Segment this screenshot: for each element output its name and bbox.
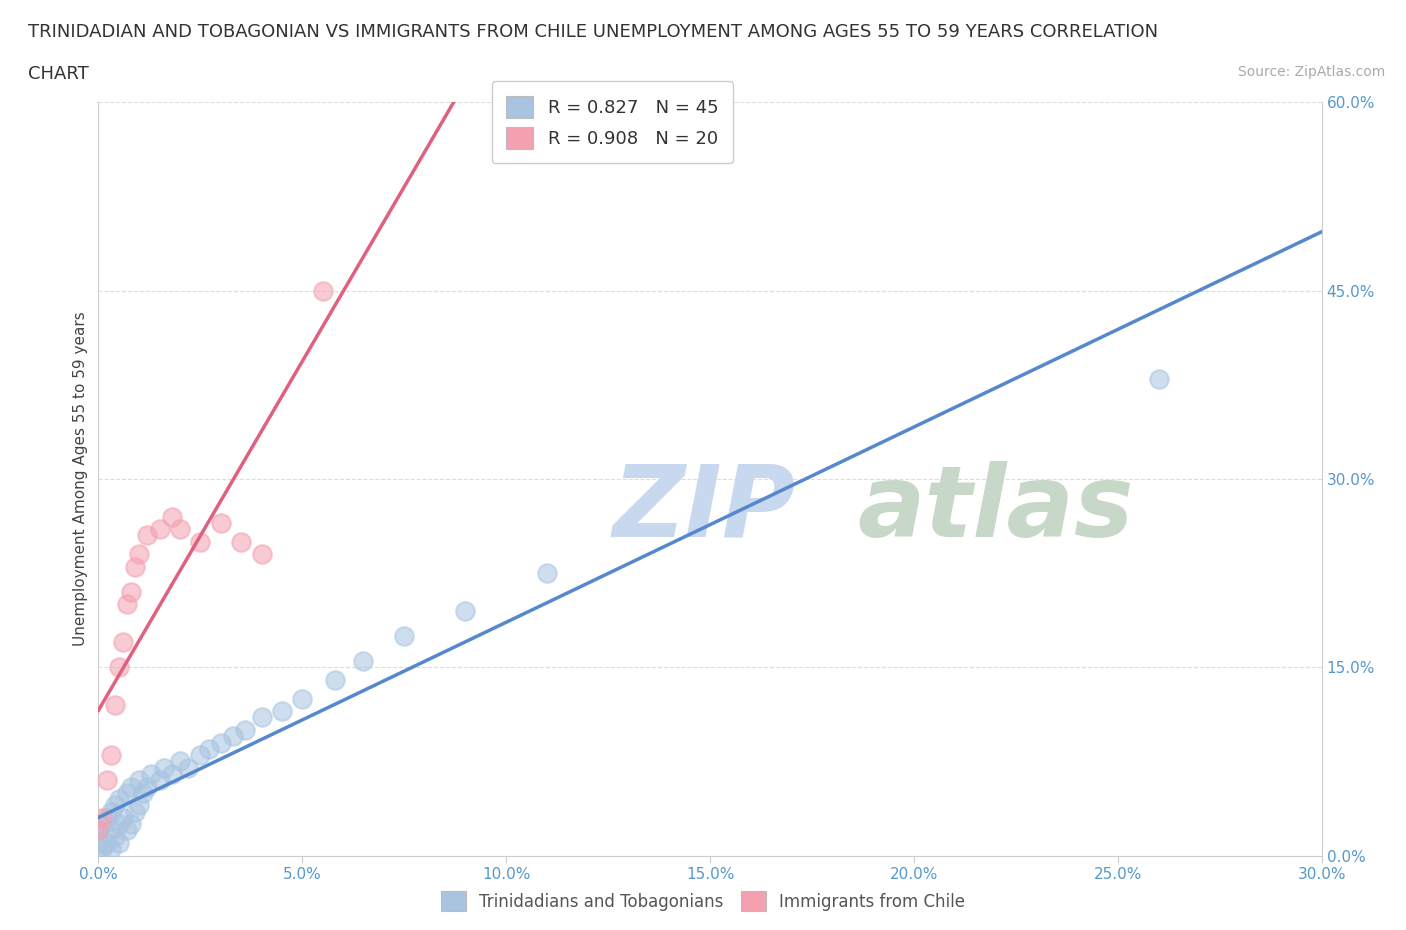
Text: atlas: atlas <box>856 460 1133 558</box>
Text: TRINIDADIAN AND TOBAGONIAN VS IMMIGRANTS FROM CHILE UNEMPLOYMENT AMONG AGES 55 T: TRINIDADIAN AND TOBAGONIAN VS IMMIGRANTS… <box>28 23 1159 41</box>
Point <box>536 565 558 580</box>
Point <box>120 779 142 794</box>
Point <box>104 798 127 813</box>
Point <box>111 811 134 826</box>
Point <box>104 698 127 712</box>
Point <box>100 804 122 819</box>
Point <box>250 711 273 725</box>
Point <box>323 672 346 687</box>
Point <box>91 842 114 857</box>
Point <box>250 547 273 562</box>
Point <box>87 836 110 851</box>
Y-axis label: Unemployment Among Ages 55 to 59 years: Unemployment Among Ages 55 to 59 years <box>73 312 89 646</box>
Point <box>108 791 131 806</box>
Point <box>91 817 114 831</box>
Point <box>132 785 155 800</box>
Point <box>177 761 200 776</box>
Point <box>124 804 146 819</box>
Point <box>169 522 191 537</box>
Point <box>100 842 122 857</box>
Point <box>87 823 110 838</box>
Point <box>392 629 416 644</box>
Point <box>96 773 118 788</box>
Legend: Trinidadians and Tobagonians, Immigrants from Chile: Trinidadians and Tobagonians, Immigrants… <box>433 883 973 920</box>
Point <box>209 515 232 530</box>
Point <box>87 848 110 863</box>
Point <box>141 766 163 781</box>
Legend: R = 0.827   N = 45, R = 0.908   N = 20: R = 0.827 N = 45, R = 0.908 N = 20 <box>492 81 733 163</box>
Point <box>91 811 114 826</box>
Point <box>169 754 191 769</box>
Point <box>312 283 335 298</box>
Point <box>100 823 122 838</box>
Point <box>1147 371 1170 386</box>
Point <box>136 528 159 543</box>
Point <box>352 654 374 669</box>
Text: ZIP: ZIP <box>612 460 796 558</box>
Point <box>108 817 131 831</box>
Point <box>270 704 294 719</box>
Point <box>115 785 138 800</box>
Point <box>120 817 142 831</box>
Point <box>136 779 159 794</box>
Point <box>188 748 212 763</box>
Point <box>454 604 477 618</box>
Point <box>115 823 138 838</box>
Point <box>128 547 150 562</box>
Point <box>222 729 245 744</box>
Point <box>124 559 146 574</box>
Point <box>197 741 219 756</box>
Point <box>128 773 150 788</box>
Point <box>115 597 138 612</box>
Point <box>96 836 118 851</box>
Point <box>291 691 314 706</box>
Point <box>231 534 253 549</box>
Point <box>128 798 150 813</box>
Point <box>149 773 172 788</box>
Point <box>108 836 131 851</box>
Point <box>160 766 183 781</box>
Point <box>120 585 142 600</box>
Point <box>104 830 127 844</box>
Point <box>96 811 118 826</box>
Point <box>209 735 232 750</box>
Point <box>188 534 212 549</box>
Point <box>160 510 183 525</box>
Point <box>233 723 256 737</box>
Point <box>152 761 174 776</box>
Point <box>111 634 134 649</box>
Text: CHART: CHART <box>28 65 89 83</box>
Point <box>100 748 122 763</box>
Point <box>149 522 172 537</box>
Text: Source: ZipAtlas.com: Source: ZipAtlas.com <box>1237 65 1385 79</box>
Point <box>108 660 131 675</box>
Point <box>87 823 110 838</box>
